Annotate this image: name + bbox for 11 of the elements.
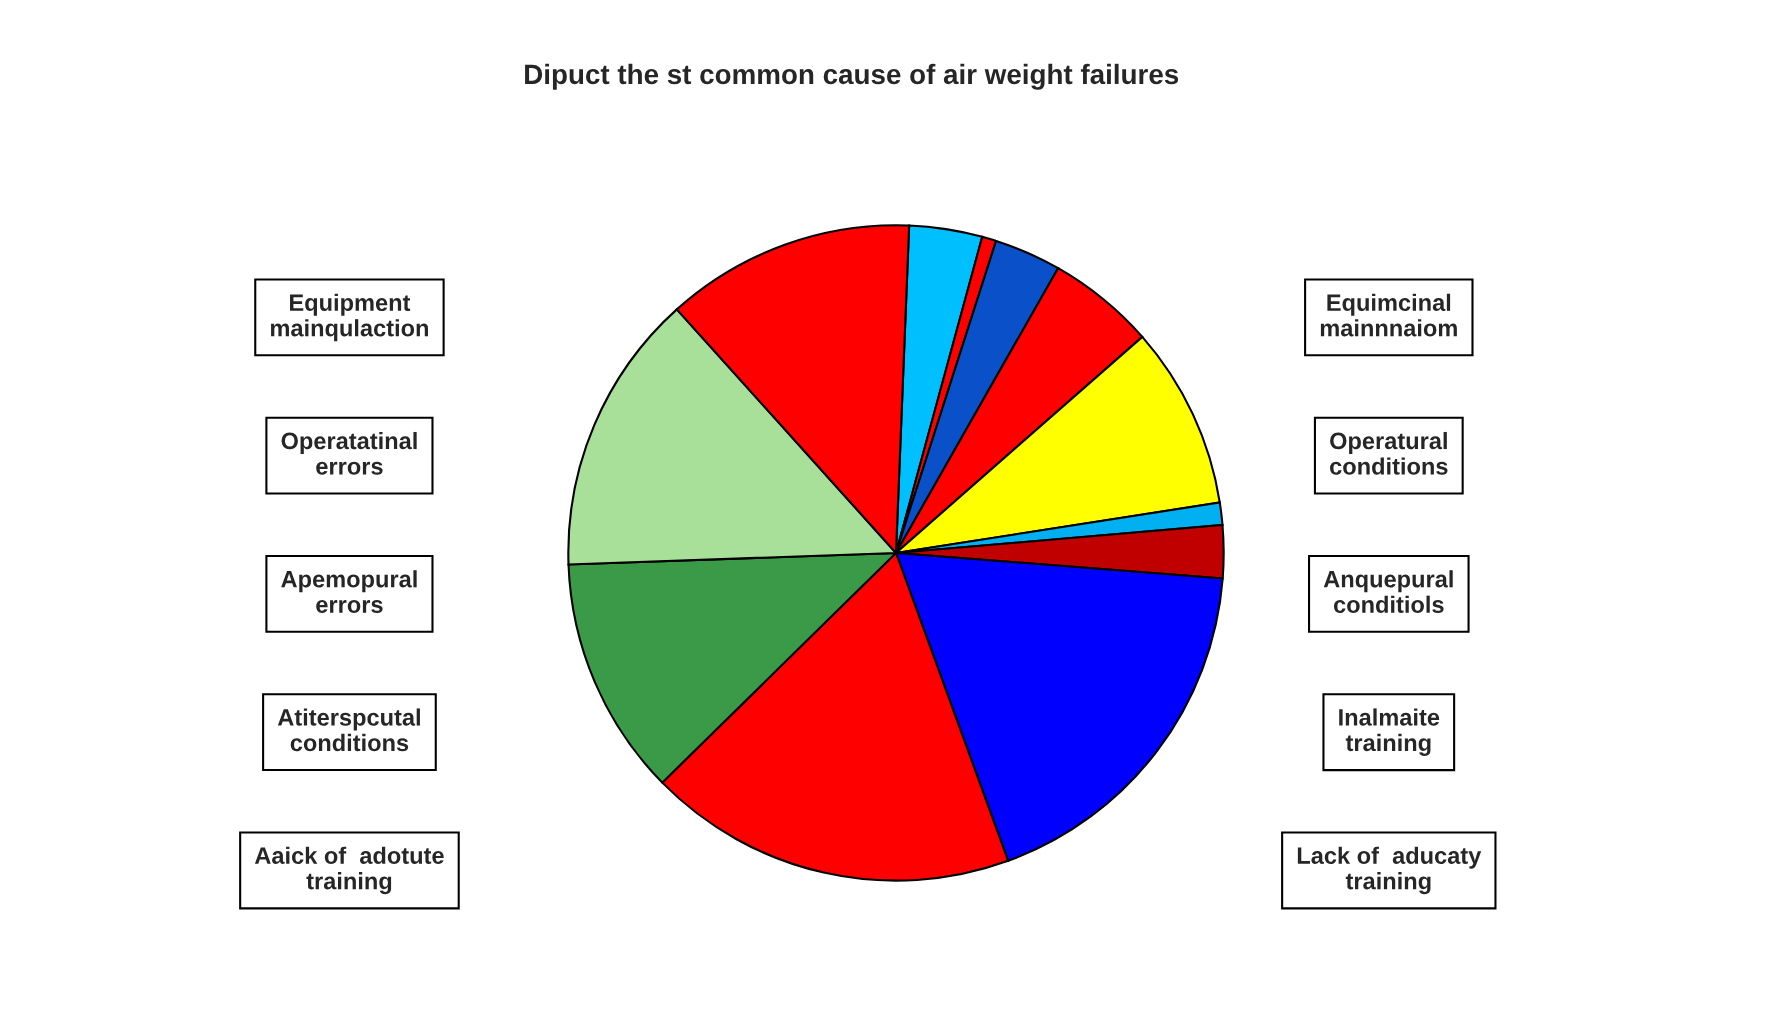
text: Aaick of adotute training	[254, 846, 444, 895]
text: Anquepural conditiols	[1323, 570, 1453, 613]
text: Operatatinal errors	[281, 431, 417, 475]
text: Equimcinal mainnnaiom	[1320, 293, 1457, 337]
text: Equipment mainqulaction	[270, 293, 429, 342]
chart-title: Dipuct the st common cause of air weight failures	[525, 63, 1179, 90]
text: Apemopural errors	[281, 570, 417, 613]
text: Inalmaite training	[1339, 708, 1440, 756]
text: Operatural conditions	[1330, 431, 1448, 475]
text: Atiterspcutal conditions	[277, 708, 420, 752]
text: Lack of aducaty training	[1297, 846, 1482, 895]
